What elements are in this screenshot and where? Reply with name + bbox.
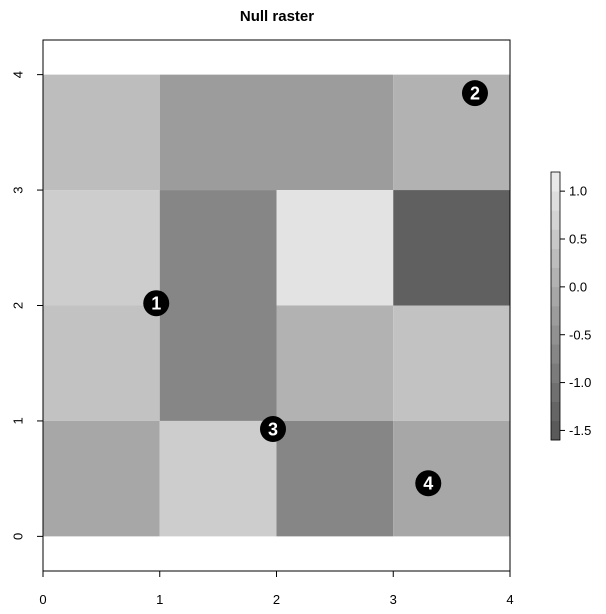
point-marker-4 — [415, 470, 442, 497]
legend-swatch-5 — [551, 344, 560, 364]
raster-cell-4 — [393, 74, 510, 191]
raster-cell-9 — [43, 305, 160, 421]
x-tick-label-3: 3 — [390, 592, 397, 607]
legend-swatch-6 — [551, 325, 560, 345]
raster-cell-11 — [276, 305, 394, 421]
y-tick-label-3: 3 — [11, 186, 26, 193]
legend-swatch-12 — [551, 210, 560, 230]
raster-cell-7 — [276, 190, 394, 306]
legend-border — [550, 171, 561, 441]
raster-cell-8 — [393, 190, 510, 306]
raster-cell-6 — [159, 190, 277, 306]
color-legend: 1.0 0.5 0.0 -0.5 -1.0 -1.5 — [550, 171, 591, 441]
point-marker-3 — [259, 416, 286, 443]
raster-cell-14 — [159, 420, 277, 537]
legend-swatch-10 — [551, 248, 560, 269]
legend-tick-label-0: 1.0 — [569, 184, 587, 199]
legend-tick-label-2: 0.0 — [569, 279, 587, 294]
legend-swatch-14 — [551, 172, 560, 192]
raster-cell-13 — [43, 420, 160, 537]
raster-cell-12 — [393, 305, 510, 421]
legend-swatch-3 — [551, 382, 560, 403]
x-tick-label-0: 0 — [39, 592, 46, 607]
point-label-3: 3 — [268, 419, 278, 439]
legend-swatch-8 — [551, 286, 560, 307]
point-marker-1 — [143, 290, 170, 317]
legend-tick-label-1: 0.5 — [569, 232, 587, 247]
legend-swatch-13 — [551, 191, 560, 211]
point-label-2: 2 — [470, 84, 480, 104]
legend-swatch-11 — [551, 229, 560, 249]
raster-cells — [43, 74, 510, 537]
raster-cell-1 — [43, 74, 160, 191]
legend-tick-label-3: -0.5 — [569, 327, 591, 342]
legend-swatch-2 — [551, 401, 560, 422]
chart-title: Null raster — [240, 8, 314, 25]
legend-swatch-9 — [551, 267, 560, 288]
legend-swatch-1 — [551, 420, 560, 441]
raster-cell-15 — [276, 420, 394, 537]
y-axis: 0 1 2 3 4 — [11, 71, 43, 540]
y-tick-label-2: 2 — [11, 302, 26, 309]
x-tick-label-1: 1 — [156, 592, 163, 607]
raster-cell-5 — [43, 190, 160, 306]
y-tick-label-4: 4 — [11, 71, 26, 78]
raster-cell-10 — [159, 305, 277, 421]
y-tick-label-1: 1 — [11, 417, 26, 424]
raster-cell-16 — [393, 420, 510, 537]
legend-tick-label-4: -1.0 — [569, 375, 591, 390]
point-marker-2 — [461, 80, 488, 107]
labeled-points: 1 2 3 4 — [143, 80, 488, 497]
legend-swatch-4 — [551, 363, 560, 383]
x-tick-label-4: 4 — [506, 592, 513, 607]
raster-cell-3 — [276, 74, 394, 191]
point-label-4: 4 — [423, 474, 433, 494]
y-tick-label-0: 0 — [11, 533, 26, 540]
point-label-1: 1 — [151, 294, 161, 314]
x-tick-label-2: 2 — [273, 592, 280, 607]
legend-tick-label-5: -1.5 — [569, 423, 591, 438]
x-axis: 0 1 2 3 4 — [39, 571, 514, 607]
legend-swatch-7 — [551, 306, 560, 326]
raster-cell-2 — [159, 74, 277, 191]
